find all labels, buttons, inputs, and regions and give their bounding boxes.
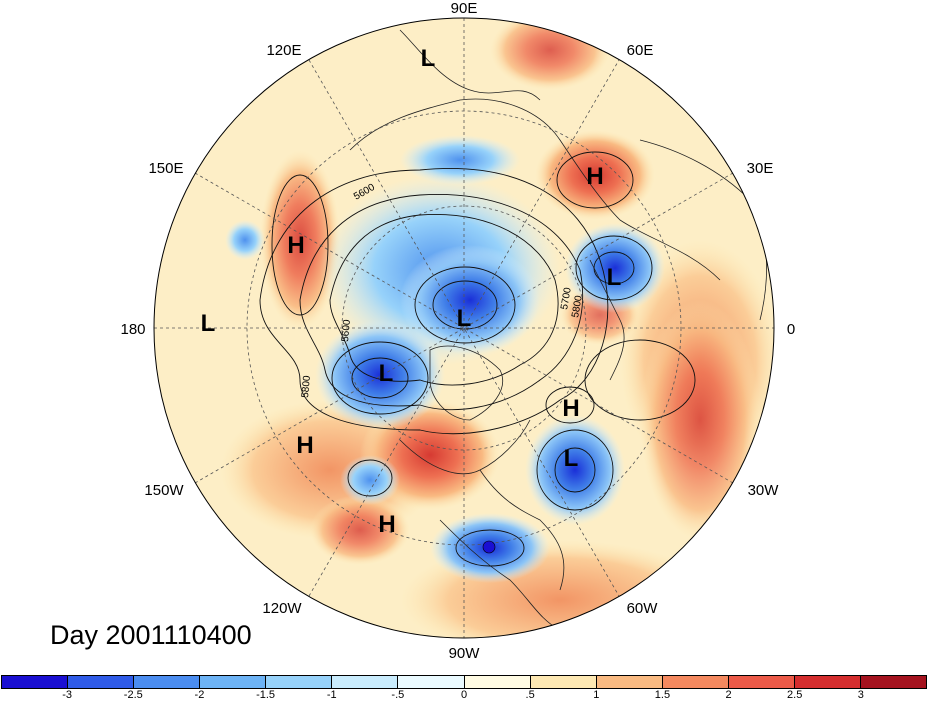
- map-boundary: [153, 17, 775, 639]
- colorbar-segment: [662, 676, 729, 688]
- colorbar-segment: [266, 676, 333, 688]
- pressure-center-high: H: [562, 395, 579, 422]
- lon-label-180: 180: [120, 321, 145, 338]
- colorbar-segment: [68, 676, 135, 688]
- colorbar-tick-labels: -3 -2.5 -2 -1.5 -1 -.5 0 .5 1 1.5 2 2.5 3: [0, 689, 928, 703]
- pressure-center-low: L: [457, 305, 472, 332]
- lon-label-30e: 30E: [747, 160, 774, 177]
- colorbar-tick-label: -2: [194, 689, 205, 701]
- pressure-center-low: L: [421, 45, 436, 72]
- colorbar-segment: [464, 676, 531, 688]
- colorbar-segment: [861, 676, 927, 688]
- colorbar-tick-label: .5: [525, 689, 535, 701]
- contour-label: 5800: [300, 375, 313, 399]
- lon-label-90w: 90W: [449, 645, 481, 662]
- lon-label-60e: 60E: [627, 42, 654, 59]
- colorbar-segment: [596, 676, 663, 688]
- graticule: [154, 18, 774, 638]
- colorbar-segment: [200, 676, 267, 688]
- colorbar-segment: [134, 676, 201, 688]
- tropical-low-marker: [482, 540, 496, 554]
- pressure-center-high: H: [586, 163, 603, 190]
- pressure-center-low: L: [379, 360, 394, 387]
- pressure-center-high: H: [287, 232, 304, 259]
- contour-label: 5600: [340, 319, 353, 343]
- colorbar-tick-label: -2.5: [123, 689, 143, 701]
- colorbar-tick-label: 1: [593, 689, 600, 701]
- pressure-center-high: H: [296, 432, 313, 459]
- longitude-labels: 90E 60E 120E 150E 30E 180 0 150W 30W 120…: [120, 0, 795, 662]
- colorbar-segment: [332, 676, 399, 688]
- colorbar-segment: [530, 676, 597, 688]
- pressure-center-low: L: [201, 310, 216, 337]
- lon-label-150e: 150E: [148, 160, 183, 177]
- lon-label-120w: 120W: [262, 600, 302, 617]
- colorbar-tick-label: 2.5: [787, 689, 803, 701]
- lon-label-0: 0: [787, 321, 795, 338]
- colorbar-tick-label: -3: [62, 689, 73, 701]
- colorbar-tick-label: -1: [326, 689, 337, 701]
- colorbar-tick-label: 2: [725, 689, 732, 701]
- contour-label: 5800: [570, 294, 585, 318]
- contour-label: 5700: [559, 286, 574, 310]
- pressure-center-low: L: [607, 264, 622, 291]
- lon-label-60w: 60W: [627, 600, 659, 617]
- polar-stereographic-map: 90E 60E 120E 150E 30E 180 0 150W 30W 120…: [120, 0, 795, 662]
- colorbar-segment: [728, 676, 795, 688]
- lon-label-90e: 90E: [451, 0, 478, 17]
- map-title: Day 2001110400: [50, 620, 252, 650]
- colorbar: [1, 675, 927, 689]
- colorbar-segment: [398, 676, 465, 688]
- colorbar-tick-label: -.5: [391, 689, 405, 701]
- colorbar-tick-label: 3: [857, 689, 864, 701]
- anomaly-field: [154, 18, 774, 638]
- colorbar-tick-label: -1.5: [256, 689, 276, 701]
- colorbar-segment: [2, 676, 69, 688]
- pressure-centers: L H H L L L L H H L H: [201, 45, 622, 538]
- pressure-center-low: L: [564, 445, 579, 472]
- colorbar-tick-label: 0: [460, 689, 468, 701]
- colorbar-segment: [794, 676, 862, 688]
- colorbar-tick-label: 1.5: [654, 689, 671, 701]
- height-contours: [259, 151, 696, 567]
- pressure-center-high: H: [378, 511, 395, 538]
- lon-label-30w: 30W: [748, 482, 780, 499]
- lon-label-150w: 150W: [144, 482, 184, 499]
- lon-label-120e: 120E: [266, 42, 301, 59]
